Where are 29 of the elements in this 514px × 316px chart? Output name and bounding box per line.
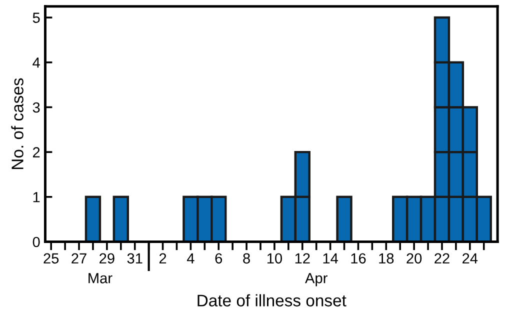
x-tick-label: 2 xyxy=(159,253,166,264)
x-tick-label: 8 xyxy=(243,253,250,264)
bar xyxy=(336,196,352,242)
x-tick-label: 29 xyxy=(100,253,114,264)
y-tick-label: 4 xyxy=(32,58,40,68)
text: Apr xyxy=(305,273,328,286)
y-tick-label: 3 xyxy=(32,102,40,113)
x-tick-label: 12 xyxy=(295,253,310,264)
x-tick-label: 6 xyxy=(215,253,222,264)
x-axis-title: Date of illness onset xyxy=(198,294,346,306)
x-tick-label: 14 xyxy=(323,253,338,264)
x-tick-label: 22 xyxy=(434,253,450,264)
x-tick-label: 31 xyxy=(127,253,142,264)
y-tick-label: 0 xyxy=(32,236,40,248)
y-tick-label: 2 xyxy=(32,147,40,158)
x-tick-label: 24 xyxy=(462,253,478,264)
text: Mar xyxy=(88,273,112,284)
y-axis-title: No. of cases xyxy=(11,78,24,169)
x-tick-label: 18 xyxy=(379,253,394,264)
bar xyxy=(84,196,102,242)
x-tick-label: 16 xyxy=(351,253,366,264)
x-tick-label: 4 xyxy=(186,253,194,264)
x-tick-label: 25 xyxy=(44,253,59,264)
y-tick-label: 1 xyxy=(33,192,40,202)
x-tick-label: 27 xyxy=(72,253,86,264)
x-tick-label: 20 xyxy=(406,253,422,264)
x-tick-label: 10 xyxy=(267,253,282,264)
y-tick-label: 5 xyxy=(32,12,40,23)
bar xyxy=(112,196,129,242)
